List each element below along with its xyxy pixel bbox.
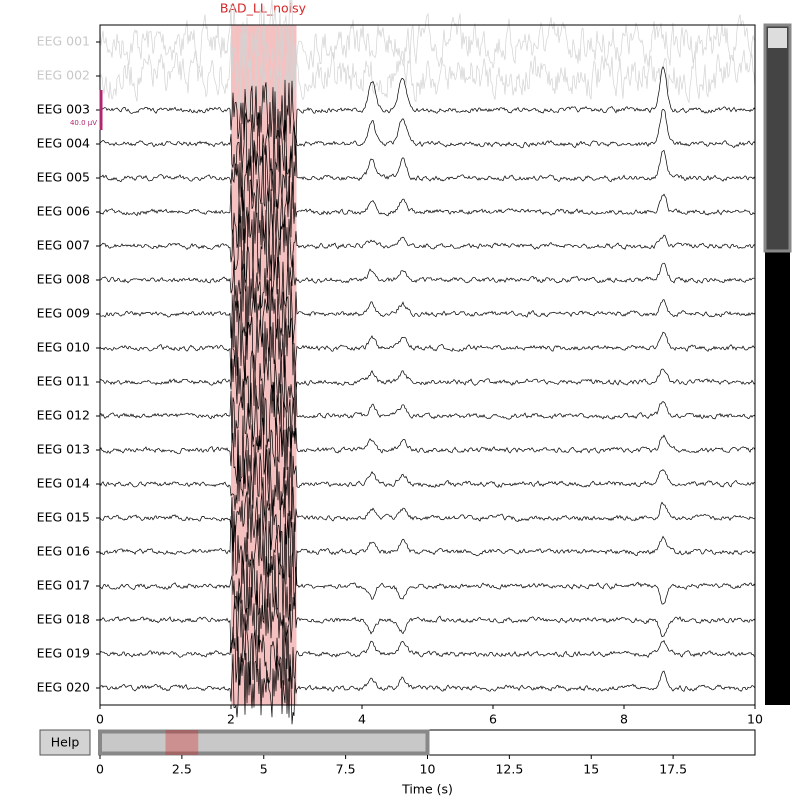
eeg-trace [99, 484, 756, 552]
channel-label: EEG 015 [37, 510, 90, 525]
eeg-trace [99, 108, 756, 180]
scale-bar-label: 40.0 µV [70, 119, 97, 127]
channel-label: EEG 002 [37, 68, 90, 83]
eeg-trace [99, 347, 756, 418]
overview-x-tick-label: 15 [583, 762, 599, 777]
channel-label: EEG 007 [37, 238, 90, 253]
x-tick-label: 8 [620, 712, 628, 727]
eeg-trace [99, 209, 756, 284]
eeg-trace [99, 21, 756, 125]
eeg-trace [99, 280, 756, 349]
overview-x-tick-label: 5 [260, 762, 268, 777]
x-tick-label: 6 [489, 712, 497, 727]
scrollbar-thumb[interactable] [763, 23, 792, 253]
view-window [98, 729, 430, 756]
x-tick-label: 2 [227, 712, 235, 727]
help-button[interactable] [39, 729, 91, 756]
channel-label: EEG 003 [37, 102, 90, 117]
annotation-label: BAD_LL_noisy [220, 1, 307, 16]
eeg-trace [99, 516, 756, 586]
channel-label: EEG 005 [37, 170, 90, 185]
overview-xlabel: Time (s) [401, 782, 453, 797]
eeg-trace [99, 143, 756, 212]
eeg-trace [99, 313, 756, 381]
x-tick-label: 10 [747, 712, 763, 727]
eeg-trace [99, 0, 756, 89]
eeg-trace [99, 619, 756, 689]
channel-label: EEG 001 [37, 34, 90, 49]
overview-x-tick-label: 17.5 [659, 762, 687, 777]
channel-label: EEG 006 [37, 204, 90, 219]
overview-x-tick-label: 0 [96, 762, 104, 777]
eeg-trace [99, 586, 756, 654]
overview-x-tick-label: 7.5 [336, 762, 356, 777]
x-tick-label: 4 [358, 712, 366, 727]
eeg-trace [99, 380, 756, 453]
eeg-trace [99, 652, 756, 725]
channel-label: EEG 004 [37, 136, 90, 151]
eeg-trace [99, 66, 756, 144]
scrollbar-bad-marker [768, 28, 787, 48]
overview-x-tick-label: 10 [420, 762, 436, 777]
eeg-trace [100, 246, 756, 316]
eeg-trace [99, 550, 756, 622]
eeg-trace [99, 175, 756, 248]
channel-label: EEG 009 [37, 306, 90, 321]
channel-label: EEG 019 [37, 646, 90, 661]
channel-label: EEG 018 [37, 612, 90, 627]
main-axes-frame [99, 24, 756, 706]
help-button-label[interactable]: Help [51, 735, 80, 750]
channel-label: EEG 010 [37, 340, 90, 355]
channel-label: EEG 020 [37, 680, 90, 695]
channel-label: EEG 011 [37, 374, 90, 389]
channel-label: EEG 014 [37, 476, 90, 491]
channel-label: EEG 013 [37, 442, 90, 457]
channel-label: EEG 012 [37, 408, 90, 423]
channel-label: EEG 016 [37, 544, 90, 559]
overview-annotation [165, 730, 199, 755]
overview-x-tick-label: 12.5 [495, 762, 523, 777]
overview-x-tick-label: 2.5 [172, 762, 192, 777]
channel-label: EEG 017 [37, 578, 90, 593]
eeg-trace [99, 415, 756, 485]
channel-label: EEG 008 [37, 272, 90, 287]
x-tick-label: 0 [96, 712, 104, 727]
eeg-trace [99, 448, 756, 520]
